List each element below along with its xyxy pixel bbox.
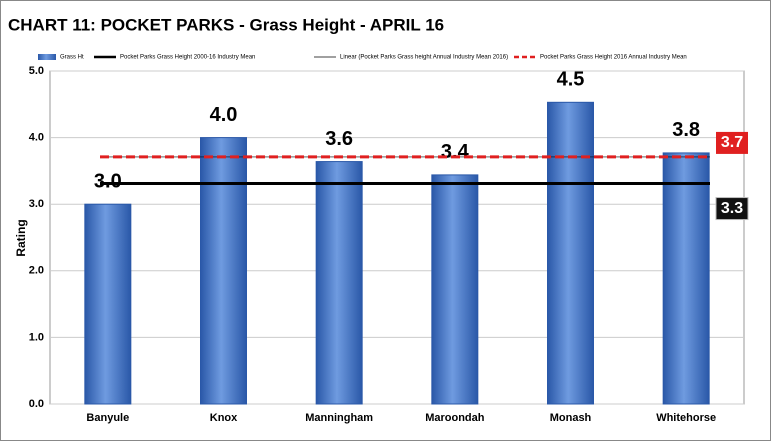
reference-label: 3.3 <box>721 200 743 217</box>
x-tick-label: Knox <box>210 412 238 424</box>
x-tick-label: Monash <box>550 412 592 424</box>
y-axis-label: Rating <box>14 219 28 256</box>
value-label: 3.8 <box>672 119 700 141</box>
plot-area <box>49 70 745 405</box>
legend-swatch <box>38 54 56 60</box>
bar <box>200 137 247 405</box>
chart-title: CHART 11: POCKET PARKS - Grass Height - … <box>8 15 444 34</box>
value-label: 4.5 <box>557 69 585 91</box>
legend-label: Pocket Parks Grass Height 2000-16 Indust… <box>120 55 255 61</box>
bar <box>315 161 363 405</box>
bar <box>431 174 479 405</box>
x-tick-label: Banyule <box>86 412 129 424</box>
reference-label: 3.7 <box>721 134 743 151</box>
x-tick-label: Manningham <box>305 412 373 424</box>
bar <box>547 101 594 405</box>
y-tick-label: 0.0 <box>29 398 44 410</box>
y-tick-label: 3.0 <box>29 198 44 210</box>
value-label: 3.6 <box>325 128 353 150</box>
y-tick-label: 2.0 <box>29 265 44 277</box>
reference-label-box <box>716 131 748 154</box>
reference-label-box <box>715 197 749 221</box>
value-label: 3.4 <box>441 141 470 163</box>
x-tick-label: Whitehorse <box>656 412 716 424</box>
legend-label: Pocket Parks Grass Height 2016 Annual In… <box>540 55 687 61</box>
value-label: 4.0 <box>210 104 238 126</box>
bar <box>662 152 710 405</box>
value-label: 3.0 <box>94 170 122 192</box>
x-tick-label: Maroondah <box>425 412 485 424</box>
y-tick-label: 4.0 <box>29 132 44 144</box>
legend-label: Grass Ht <box>60 55 84 61</box>
bar <box>84 203 132 405</box>
y-tick-label: 5.0 <box>29 65 44 77</box>
legend-label: Linear (Pocket Parks Grass height Annual… <box>340 55 508 61</box>
y-tick-label: 1.0 <box>29 331 44 343</box>
